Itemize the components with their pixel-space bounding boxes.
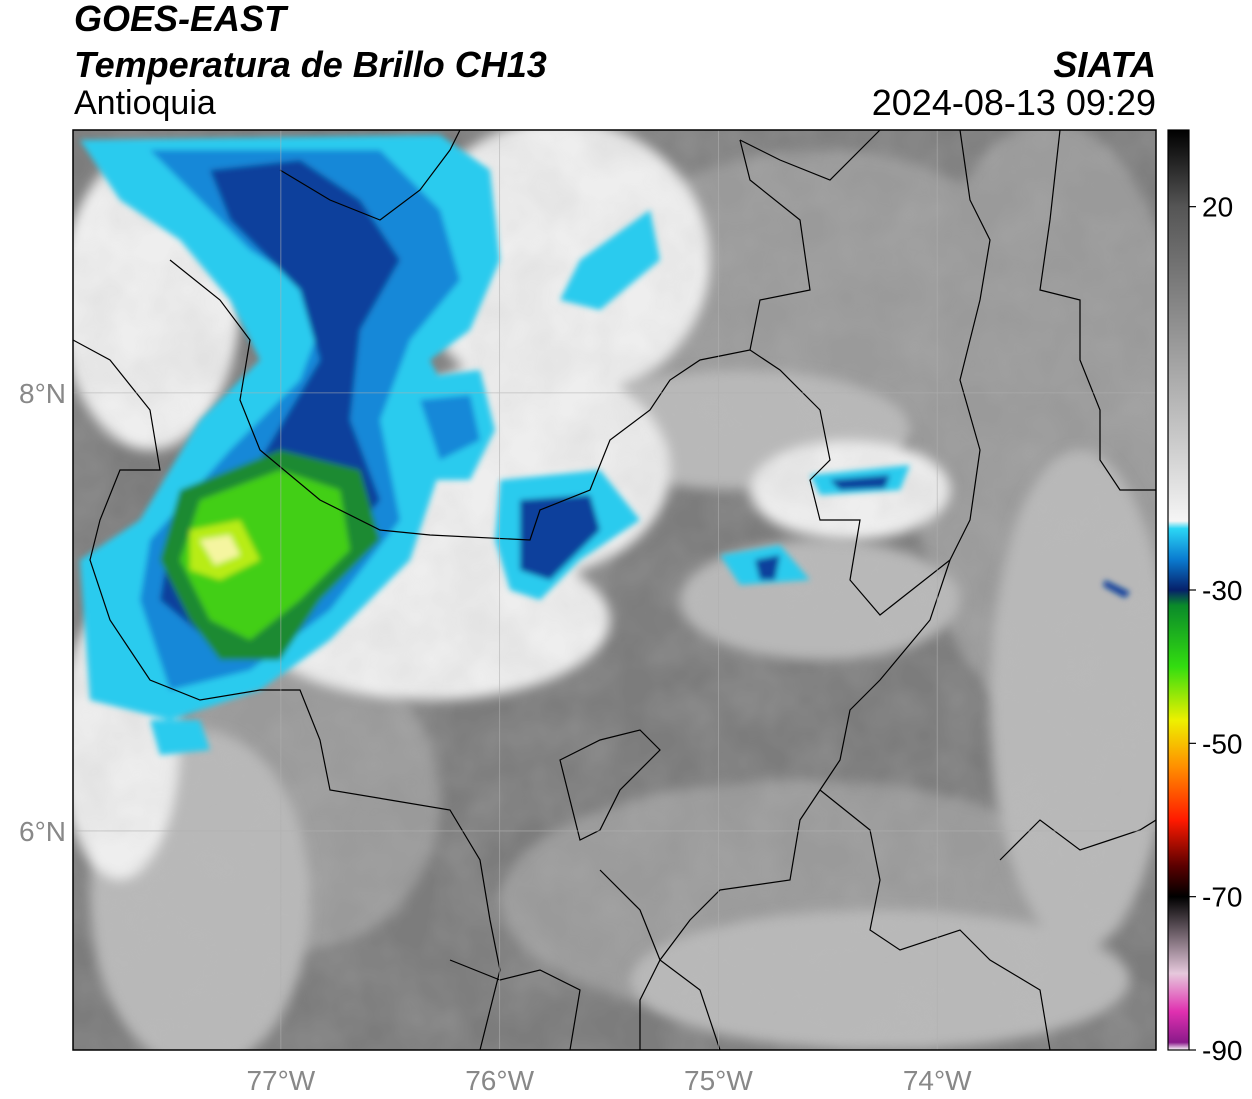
colorbar-tick-label: -30 bbox=[1202, 575, 1242, 606]
colorbar: 20 -30 -50 -70 -90 bbox=[1167, 129, 1242, 1066]
colorbar-gradient bbox=[1168, 130, 1189, 1050]
brightness-temperature-image bbox=[73, 130, 1156, 1050]
longitude-tick-labels: 77°W 76°W 75°W 74°W bbox=[246, 1065, 972, 1096]
colorbar-tick-label: -70 bbox=[1202, 882, 1242, 913]
colorbar-tick-label: 20 bbox=[1202, 192, 1233, 223]
map-frame bbox=[72, 129, 1157, 1051]
longitude-tick-label: 77°W bbox=[246, 1065, 315, 1096]
latitude-tick-label: 8°N bbox=[19, 378, 66, 409]
timestamp-label: 2024-08-13 09:29 bbox=[871, 82, 1156, 123]
longitude-tick-label: 74°W bbox=[903, 1065, 972, 1096]
satellite-title: GOES-EAST bbox=[74, 0, 287, 39]
colorbar-tick-label: -90 bbox=[1202, 1035, 1242, 1066]
longitude-tick-label: 75°W bbox=[684, 1065, 753, 1096]
longitude-tick-label: 76°W bbox=[465, 1065, 534, 1096]
region-label: Antioquia bbox=[74, 84, 216, 122]
organization-label: SIATA bbox=[1053, 44, 1156, 85]
colorbar-tick-label: -50 bbox=[1202, 728, 1242, 759]
latitude-tick-label: 6°N bbox=[19, 816, 66, 847]
latitude-tick-labels: 8°N 6°N bbox=[19, 378, 66, 847]
product-title: Temperatura de Brillo CH13 bbox=[74, 44, 547, 85]
